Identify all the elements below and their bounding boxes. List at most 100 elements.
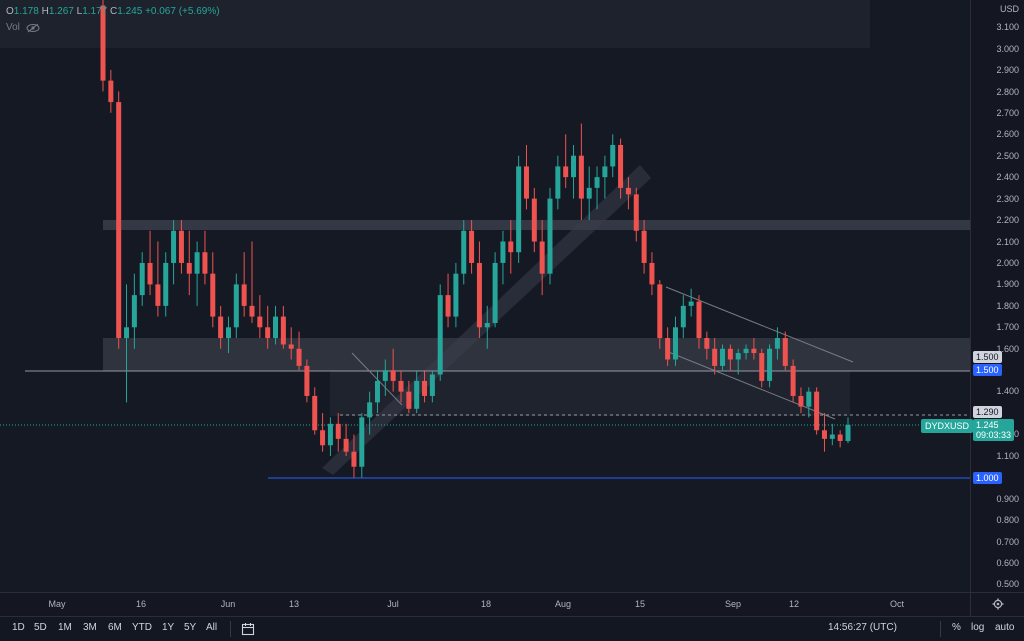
candle-body (351, 451, 357, 467)
price-chart[interactable] (0, 0, 970, 592)
candle-body (257, 316, 263, 328)
candle-body (461, 230, 467, 274)
candle-body (437, 295, 443, 375)
timeframe-button-5y[interactable]: 5Y (184, 622, 197, 633)
candle-body (563, 166, 569, 178)
time-axis[interactable]: May 16 Jun 13 Jul 18 Aug 15 Sep 12 Oct (0, 592, 970, 617)
ohlc-legend: O1.178 H1.267 L1.177 C1.245 +0.067 (+5.6… (6, 6, 220, 17)
open-label: O (6, 6, 14, 17)
candle-body (241, 284, 247, 306)
time-tick-label: Jun (220, 599, 236, 609)
candle-body (233, 284, 239, 328)
price-tick-label: 0.900 (996, 494, 1019, 504)
candle-body (422, 380, 428, 396)
price-tick-label: 1.700 (996, 322, 1019, 332)
change-value: +0.067 (+5.69%) (145, 6, 220, 17)
price-tick-label: 1.600 (996, 344, 1019, 354)
price-tick-label: 2.700 (996, 108, 1019, 118)
candle-body (774, 338, 780, 349)
currency-label[interactable]: USD (999, 4, 1019, 14)
open-value: 1.178 (13, 6, 39, 17)
candle-body (131, 295, 137, 328)
gear-icon[interactable] (992, 598, 1004, 610)
low-value: 1.177 (82, 6, 108, 17)
log-scale-toggle[interactable]: log (971, 622, 985, 633)
candle-body (108, 80, 114, 103)
candle-body (523, 166, 529, 199)
high-value: 1.267 (48, 6, 74, 17)
eye-hidden-icon[interactable] (26, 23, 40, 33)
candle-body (845, 424, 851, 441)
candle-body (704, 338, 710, 349)
candle-body (539, 241, 545, 274)
candle-body (571, 155, 577, 178)
candle-body (586, 187, 592, 199)
price-tick-label: 0.600 (996, 558, 1019, 568)
utc-clock[interactable]: 14:56:27 (UTC) (828, 622, 897, 633)
candle-body (602, 166, 608, 178)
price-tag-1500-upper: 1.500 (973, 351, 1002, 363)
candle-body (790, 365, 796, 396)
candle-body (625, 187, 631, 195)
candle-body (453, 273, 459, 317)
candle-body (320, 430, 326, 446)
price-tick-label: 2.800 (996, 87, 1019, 97)
candle-body (406, 391, 412, 409)
percent-scale-toggle[interactable]: % (952, 622, 961, 633)
candle-body (343, 438, 349, 452)
candle-body (476, 262, 482, 328)
candle-body (547, 198, 553, 274)
candle-body (508, 241, 514, 253)
candle-body (265, 327, 271, 339)
candle-body (727, 348, 733, 360)
timeframe-button-1m[interactable]: 1M (58, 622, 72, 633)
price-tick-label: 1.400 (996, 386, 1019, 396)
candle-body (531, 198, 537, 242)
price-tick-label: 3.100 (996, 22, 1019, 32)
price-axis[interactable]: USD 3.100 3.000 2.900 2.800 2.700 2.600 2.500 2… (970, 0, 1024, 592)
candle-body (288, 344, 294, 349)
price-tick-label: 1.100 (996, 451, 1019, 461)
timeframe-button-6m[interactable]: 6M (108, 622, 122, 633)
volume-label: Vol (6, 22, 20, 33)
auto-scale-toggle[interactable]: auto (995, 622, 1015, 633)
candle-body (374, 380, 380, 403)
candle-body (735, 353, 741, 360)
price-tick-label: 2.600 (996, 129, 1019, 139)
time-tick-label: Aug (554, 599, 572, 609)
timeframe-button-1d[interactable]: 1D (12, 622, 25, 633)
candle-body (767, 348, 773, 381)
candle-body (163, 262, 169, 306)
timeframe-button-ytd[interactable]: YTD (132, 622, 152, 633)
chart-area[interactable]: O1.178 H1.267 L1.177 C1.245 +0.067 (+5.6… (0, 0, 970, 592)
axis-settings[interactable] (970, 592, 1024, 617)
price-tick-label: 1.800 (996, 301, 1019, 311)
last-price: 1.245 (976, 420, 999, 430)
candle-body (100, 5, 106, 81)
time-tick-label: 16 (135, 599, 147, 609)
time-tick-label: 13 (288, 599, 300, 609)
timeframe-button-1y[interactable]: 1Y (162, 622, 175, 633)
time-tick-label: 18 (480, 599, 492, 609)
timeframe-button-3m[interactable]: 3M (83, 622, 97, 633)
candle-body (751, 348, 757, 354)
price-tick-label: 3.000 (996, 44, 1019, 54)
candle-body (390, 370, 396, 381)
candle-body (155, 284, 161, 306)
timeframe-button-all[interactable]: All (206, 622, 218, 633)
candle-body (829, 434, 835, 439)
timeframe-button-5d[interactable]: 5D (34, 622, 47, 633)
price-tick-label: 2.200 (996, 215, 1019, 225)
time-tick-label: May (48, 599, 66, 609)
candle-body (484, 323, 490, 328)
candle-body (398, 380, 404, 392)
candle-body (249, 305, 255, 317)
candle-body (821, 430, 827, 439)
date-range-icon[interactable] (241, 622, 255, 636)
candle-body (139, 262, 145, 296)
candle-body (500, 241, 506, 263)
price-tick-label: 0.800 (996, 515, 1019, 525)
candle-body (633, 194, 639, 231)
price-tick-label: 1.900 (996, 279, 1019, 289)
candle-body (743, 348, 749, 354)
